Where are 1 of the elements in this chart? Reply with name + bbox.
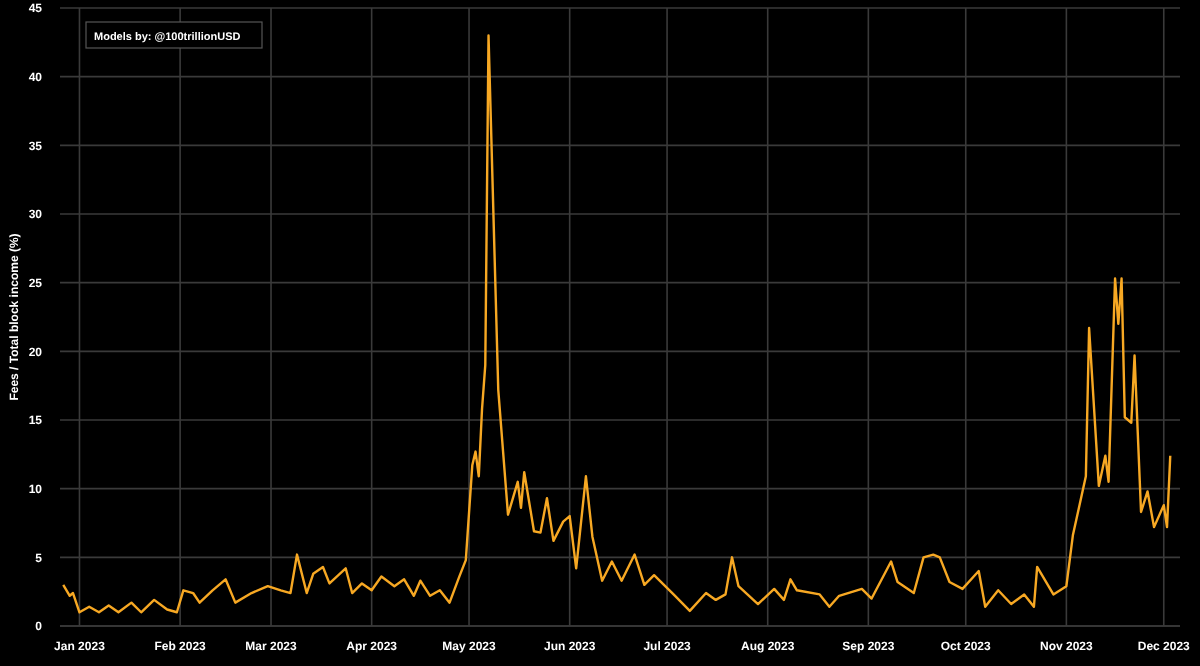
line-series (62, 34, 1172, 614)
